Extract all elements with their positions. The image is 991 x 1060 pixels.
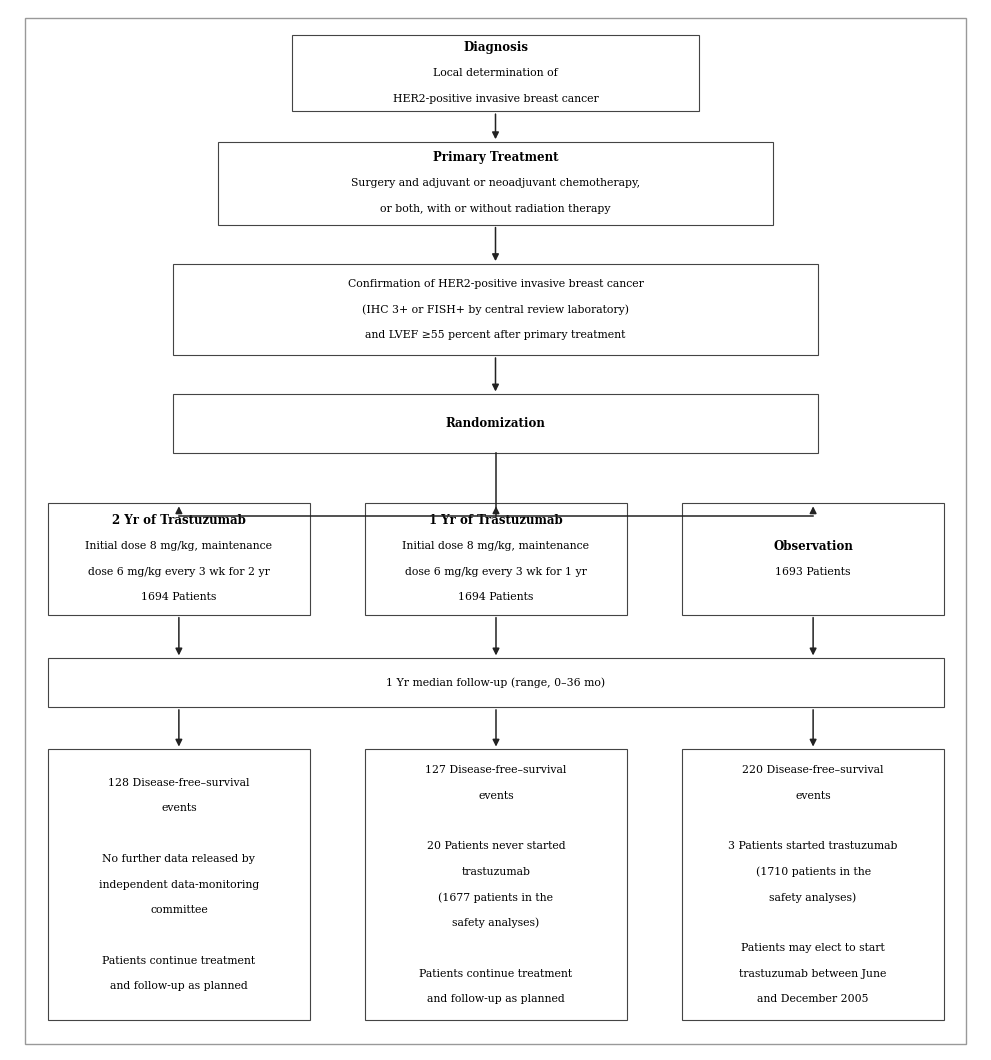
Text: Patients continue treatment: Patients continue treatment xyxy=(419,969,573,978)
Text: Surgery and adjuvant or neoadjuvant chemotherapy,: Surgery and adjuvant or neoadjuvant chem… xyxy=(351,178,640,189)
Text: Initial dose 8 mg/kg, maintenance: Initial dose 8 mg/kg, maintenance xyxy=(85,542,273,551)
Text: 220 Disease-free–survival: 220 Disease-free–survival xyxy=(742,765,884,775)
Bar xyxy=(48,658,944,707)
Text: 128 Disease-free–survival: 128 Disease-free–survival xyxy=(108,778,250,788)
Text: 1694 Patients: 1694 Patients xyxy=(458,593,534,602)
Text: HER2-positive invasive breast cancer: HER2-positive invasive breast cancer xyxy=(392,93,599,104)
Bar xyxy=(173,264,818,355)
Text: 1694 Patients: 1694 Patients xyxy=(141,593,217,602)
Text: 1 Yr median follow-up (range, 0–36 mo): 1 Yr median follow-up (range, 0–36 mo) xyxy=(386,677,606,688)
Text: dose 6 mg/kg every 3 wk for 1 yr: dose 6 mg/kg every 3 wk for 1 yr xyxy=(405,567,587,577)
Text: and follow-up as planned: and follow-up as planned xyxy=(427,994,565,1004)
Text: trastuzumab: trastuzumab xyxy=(462,867,530,877)
Text: Randomization: Randomization xyxy=(446,417,545,430)
Bar xyxy=(682,749,944,1020)
Text: (1677 patients in the: (1677 patients in the xyxy=(438,893,554,902)
Text: 127 Disease-free–survival: 127 Disease-free–survival xyxy=(425,765,567,775)
Text: 2 Yr of Trastuzumab: 2 Yr of Trastuzumab xyxy=(112,514,246,528)
Text: Confirmation of HER2-positive invasive breast cancer: Confirmation of HER2-positive invasive b… xyxy=(348,279,643,289)
Bar xyxy=(48,749,310,1020)
Text: independent data-monitoring: independent data-monitoring xyxy=(99,880,259,889)
Text: (IHC 3+ or FISH+ by central review laboratory): (IHC 3+ or FISH+ by central review labor… xyxy=(362,304,629,315)
Text: Primary Treatment: Primary Treatment xyxy=(433,152,558,164)
Text: 1693 Patients: 1693 Patients xyxy=(775,567,851,577)
Text: and December 2005: and December 2005 xyxy=(757,994,869,1004)
Text: and follow-up as planned: and follow-up as planned xyxy=(110,982,248,991)
Text: events: events xyxy=(479,791,513,800)
Bar xyxy=(682,504,944,615)
Text: No further data released by: No further data released by xyxy=(102,854,256,864)
Bar xyxy=(365,749,627,1020)
Text: and LVEF ≥55 percent after primary treatment: and LVEF ≥55 percent after primary treat… xyxy=(366,330,625,340)
Text: trastuzumab between June: trastuzumab between June xyxy=(739,969,887,978)
Bar xyxy=(218,142,773,225)
Text: 20 Patients never started: 20 Patients never started xyxy=(427,842,565,851)
Bar xyxy=(48,504,310,615)
Bar xyxy=(173,394,818,453)
Text: 3 Patients started trastuzumab: 3 Patients started trastuzumab xyxy=(728,842,898,851)
Text: Patients may elect to start: Patients may elect to start xyxy=(741,943,885,953)
Text: Observation: Observation xyxy=(773,540,853,553)
Bar xyxy=(365,504,627,615)
Text: events: events xyxy=(162,803,196,813)
Text: committee: committee xyxy=(150,905,208,915)
Text: Diagnosis: Diagnosis xyxy=(463,41,528,54)
Text: safety analyses): safety analyses) xyxy=(769,893,857,902)
Text: dose 6 mg/kg every 3 wk for 2 yr: dose 6 mg/kg every 3 wk for 2 yr xyxy=(88,567,270,577)
Text: or both, with or without radiation therapy: or both, with or without radiation thera… xyxy=(381,204,610,214)
Text: events: events xyxy=(796,791,830,800)
Text: Initial dose 8 mg/kg, maintenance: Initial dose 8 mg/kg, maintenance xyxy=(402,542,590,551)
Text: 1 Yr of Trastuzumab: 1 Yr of Trastuzumab xyxy=(429,514,563,528)
Text: (1710 patients in the: (1710 patients in the xyxy=(755,867,871,877)
Text: Local determination of: Local determination of xyxy=(433,68,558,78)
Bar xyxy=(292,35,699,111)
Text: Patients continue treatment: Patients continue treatment xyxy=(102,956,256,966)
Text: safety analyses): safety analyses) xyxy=(452,918,540,928)
